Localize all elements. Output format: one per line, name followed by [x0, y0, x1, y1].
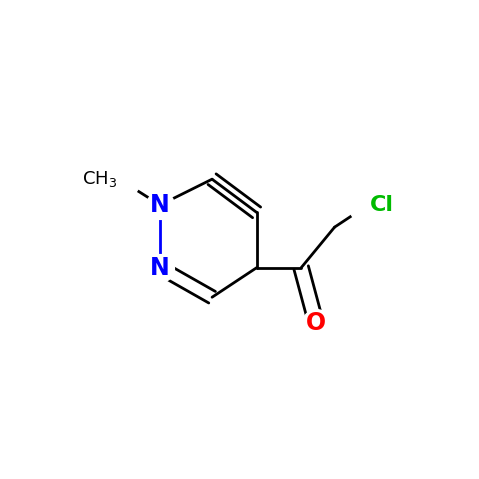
Text: CH$_3$: CH$_3$ [82, 169, 117, 189]
Text: Cl: Cl [370, 195, 394, 215]
Text: N: N [150, 193, 170, 217]
Text: N: N [150, 256, 170, 280]
Text: O: O [306, 311, 326, 335]
